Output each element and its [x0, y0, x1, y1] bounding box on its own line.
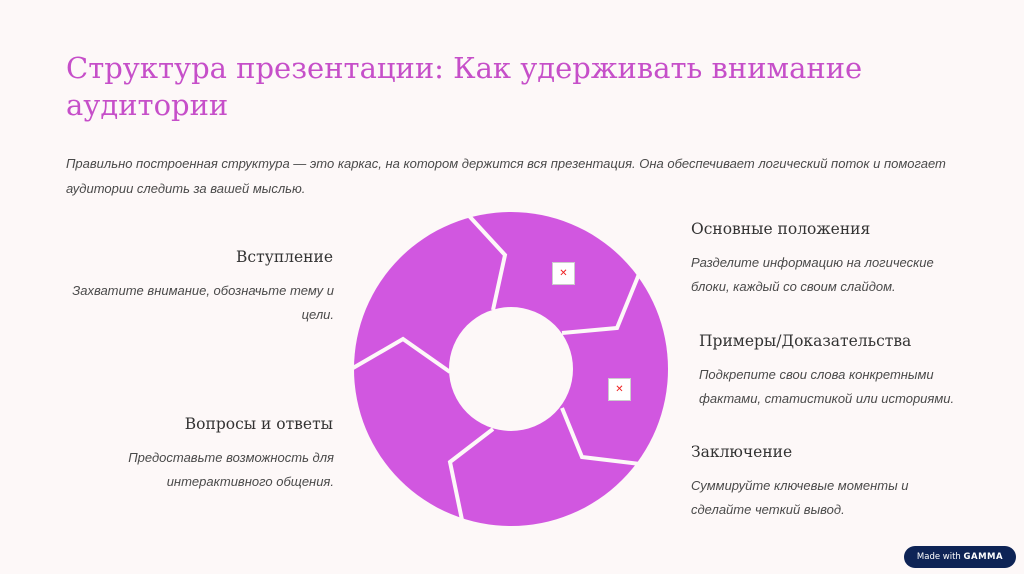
badge-prefix: Made with [916, 552, 961, 562]
broken-image-icon: ✕ [608, 378, 631, 401]
ring-inner [449, 307, 573, 431]
section-heading: Вопросы и ответы [184, 415, 333, 433]
section-heading: Заключение [691, 443, 793, 461]
section-heading: Основные положения [691, 220, 871, 238]
section-heading: Вступление [236, 248, 333, 266]
page-title: Структура презентации: Как удерживать вн… [66, 51, 863, 122]
separator [351, 336, 452, 374]
gamma-logo: GAMMA [963, 552, 1004, 562]
separator [560, 407, 641, 466]
separator [561, 273, 641, 335]
section-heading: Примеры/Доказательства [699, 332, 912, 350]
made-with-gamma-badge[interactable]: Made with GAMMA [904, 546, 1016, 568]
section-text: Суммируйте ключевые моменты и сделайте ч… [691, 478, 909, 517]
broken-image-icon: ✕ [552, 262, 575, 285]
separator [447, 427, 495, 521]
section-text: Захватите внимание, обозначьте тему и це… [72, 283, 334, 322]
section-text: Разделите информацию на логические блоки… [691, 255, 934, 294]
separator [457, 203, 508, 311]
intro-text: Правильно построенная структура — это ка… [66, 156, 946, 196]
section-text: Подкрепите свои слова конкретными фактам… [699, 367, 955, 406]
section-text: Предоставьте возможность для интерактивн… [128, 450, 334, 489]
